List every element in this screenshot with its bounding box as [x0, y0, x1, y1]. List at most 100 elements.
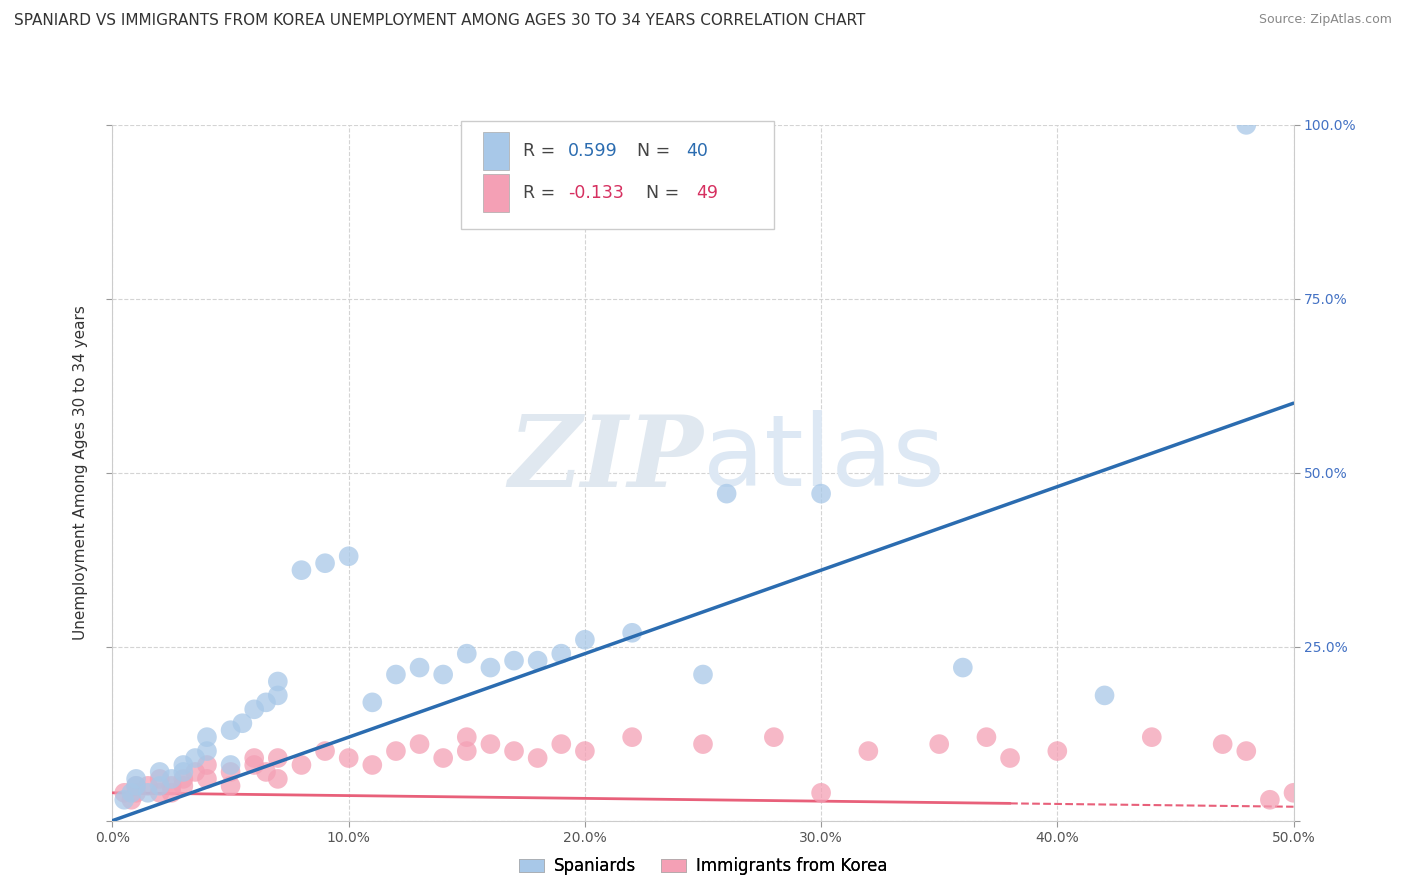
Point [550, 647, 572, 661]
Point [120, 793, 142, 807]
FancyBboxPatch shape [484, 132, 509, 170]
Point [160, 779, 183, 793]
Point [149, 786, 172, 800]
Point [574, 744, 596, 758]
Point [621, 730, 644, 744]
Point [172, 764, 194, 779]
Point [479, 737, 502, 751]
Point [692, 737, 714, 751]
Point [184, 751, 207, 765]
Point [1258, 793, 1281, 807]
Point [195, 758, 218, 772]
Point [149, 779, 172, 793]
Point [479, 660, 502, 674]
Y-axis label: Unemployment Among Ages 30 to 34 years: Unemployment Among Ages 30 to 34 years [73, 305, 89, 640]
Point [219, 764, 242, 779]
Point [361, 758, 384, 772]
Point [858, 744, 880, 758]
Point [503, 744, 526, 758]
Point [810, 486, 832, 500]
Point [526, 751, 548, 765]
Point [254, 695, 277, 709]
Point [361, 695, 384, 709]
Text: ZIP: ZIP [508, 410, 703, 507]
Point [762, 730, 785, 744]
Point [195, 744, 218, 758]
Point [172, 772, 194, 786]
Text: N =: N = [647, 184, 685, 202]
Point [120, 786, 142, 800]
Text: 49: 49 [696, 184, 718, 202]
Point [1212, 737, 1234, 751]
Point [125, 772, 148, 786]
Point [125, 779, 148, 793]
Point [810, 786, 832, 800]
Point [1282, 786, 1305, 800]
Point [172, 758, 194, 772]
Point [432, 751, 454, 765]
Point [243, 702, 266, 716]
Point [290, 758, 312, 772]
Point [385, 744, 408, 758]
Point [267, 751, 290, 765]
Point [267, 674, 290, 689]
Point [550, 737, 572, 751]
Point [184, 764, 207, 779]
Point [574, 632, 596, 647]
Text: Source: ZipAtlas.com: Source: ZipAtlas.com [1258, 13, 1392, 27]
Point [219, 723, 242, 738]
Point [243, 751, 266, 765]
Text: 0.599: 0.599 [568, 143, 619, 161]
Text: N =: N = [637, 143, 676, 161]
Point [337, 549, 360, 564]
Point [976, 730, 998, 744]
FancyBboxPatch shape [461, 121, 773, 229]
FancyBboxPatch shape [484, 174, 509, 212]
Point [1234, 744, 1257, 758]
Point [219, 758, 242, 772]
Point [408, 737, 430, 751]
Point [1046, 744, 1069, 758]
Point [526, 654, 548, 668]
Point [385, 667, 408, 681]
Point [290, 563, 312, 577]
Point [136, 779, 159, 793]
Point [456, 647, 478, 661]
Point [314, 744, 336, 758]
Point [195, 772, 218, 786]
Point [503, 654, 526, 668]
Text: R =: R = [523, 143, 561, 161]
Point [337, 751, 360, 765]
Point [125, 779, 148, 793]
Text: -0.133: -0.133 [568, 184, 624, 202]
Point [621, 625, 644, 640]
Legend: Spaniards, Immigrants from Korea: Spaniards, Immigrants from Korea [512, 851, 894, 882]
Point [195, 730, 218, 744]
Point [314, 556, 336, 570]
Point [231, 716, 253, 731]
Point [125, 786, 148, 800]
Point [219, 779, 242, 793]
Point [1140, 730, 1163, 744]
Point [112, 793, 135, 807]
Point [456, 730, 478, 744]
Point [1234, 118, 1257, 132]
Point [952, 660, 974, 674]
Point [456, 744, 478, 758]
Point [267, 772, 290, 786]
Point [692, 667, 714, 681]
Text: R =: R = [523, 184, 561, 202]
Point [136, 786, 159, 800]
Text: 40: 40 [686, 143, 709, 161]
Point [267, 689, 290, 703]
Text: SPANIARD VS IMMIGRANTS FROM KOREA UNEMPLOYMENT AMONG AGES 30 TO 34 YEARS CORRELA: SPANIARD VS IMMIGRANTS FROM KOREA UNEMPL… [14, 13, 866, 29]
Point [716, 486, 738, 500]
Point [149, 764, 172, 779]
Text: atlas: atlas [703, 410, 945, 508]
Point [1094, 689, 1116, 703]
Point [160, 772, 183, 786]
Point [149, 772, 172, 786]
Point [928, 737, 950, 751]
Point [998, 751, 1021, 765]
Point [160, 786, 183, 800]
